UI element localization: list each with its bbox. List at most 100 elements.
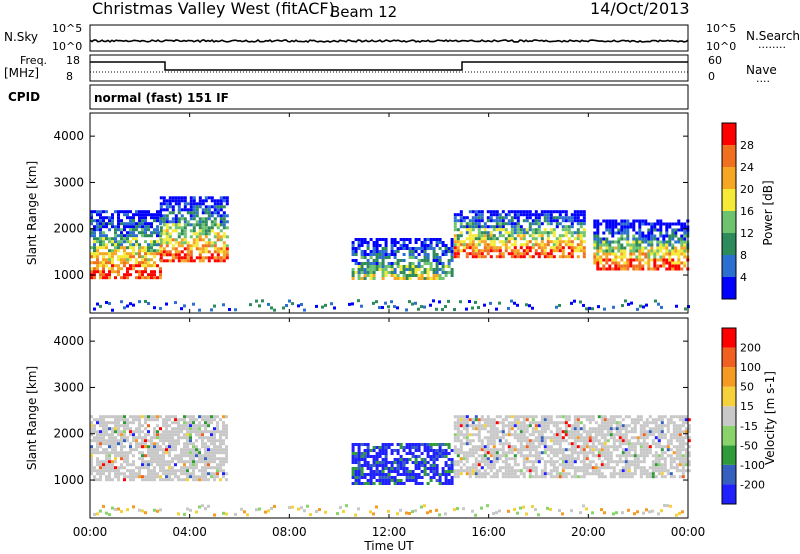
echo-cell <box>650 225 654 229</box>
echo-cell <box>594 466 598 470</box>
echo-cell <box>456 255 460 259</box>
echo-cell <box>165 460 168 464</box>
echo-cell <box>165 235 169 239</box>
echo-cell <box>534 424 538 428</box>
echo-cell <box>462 219 466 223</box>
echo-cell <box>558 216 562 220</box>
echo-cell <box>680 234 684 238</box>
echo-cell <box>213 232 217 236</box>
echo-cell <box>650 252 654 256</box>
echo-cell <box>114 451 117 455</box>
echo-cell <box>501 225 505 229</box>
echo-cell <box>662 246 666 250</box>
echo-cell <box>531 243 535 247</box>
echo-cell <box>468 234 472 238</box>
echo-cell <box>621 424 625 428</box>
echo-cell <box>168 196 172 200</box>
echo-cell <box>561 249 565 253</box>
power-colorbar-label: Power [dB] <box>761 180 775 245</box>
echo-cell <box>645 430 649 434</box>
echo-cell <box>513 418 517 422</box>
echo-cell <box>225 451 228 455</box>
echo-cell <box>561 240 565 244</box>
echo-cell <box>156 424 159 428</box>
echo-cell <box>543 246 547 250</box>
echo-cell <box>369 274 373 277</box>
echo-cell <box>555 454 559 458</box>
echo-cell <box>102 246 105 250</box>
echo-cell <box>117 469 120 473</box>
echo-cell <box>210 454 213 458</box>
echo-cell <box>219 439 222 443</box>
echo-cell <box>123 421 126 425</box>
noise-cell <box>459 300 462 304</box>
echo-cell <box>468 243 472 247</box>
echo-cell <box>552 448 556 452</box>
echo-cell <box>393 274 397 277</box>
echo-cell <box>656 222 660 226</box>
echo-cell <box>597 442 601 446</box>
noise-cell <box>267 302 270 306</box>
echo-cell <box>201 208 205 212</box>
echo-cell <box>141 270 144 274</box>
noise-cell <box>399 508 402 512</box>
noise-cell <box>495 511 498 515</box>
echo-cell <box>486 445 490 449</box>
echo-cell <box>222 451 225 455</box>
echo-cell <box>492 430 496 434</box>
echo-cell <box>165 439 168 443</box>
echo-cell <box>366 271 370 274</box>
beam-label: Beam 12 <box>330 3 397 21</box>
freq-tick-bottom: 8 <box>66 70 73 83</box>
echo-cell <box>525 424 529 428</box>
echo-cell <box>537 252 541 256</box>
echo-cell <box>156 252 159 256</box>
echo-cell <box>660 421 664 425</box>
echo-cell <box>507 433 511 437</box>
echo-cell <box>426 256 430 259</box>
echo-cell <box>90 433 93 437</box>
echo-cell <box>174 238 178 242</box>
echo-cell <box>393 262 397 265</box>
echo-cell <box>354 479 358 482</box>
echo-cell <box>417 473 421 476</box>
echo-cell <box>513 249 517 253</box>
echo-cell <box>201 457 204 461</box>
echo-cell <box>620 249 624 253</box>
echo-cell <box>114 270 117 274</box>
echo-cell <box>665 246 669 250</box>
echo-cell <box>555 472 559 476</box>
echo-cell <box>159 229 163 233</box>
noise-cell <box>141 509 144 513</box>
echo-cell <box>207 250 211 254</box>
echo-cell <box>474 469 478 473</box>
echo-cell <box>210 472 213 476</box>
echo-cell <box>492 427 496 431</box>
echo-cell <box>369 256 373 259</box>
echo-cell <box>570 430 574 434</box>
echo-cell <box>96 418 99 422</box>
echo-cell <box>159 273 162 277</box>
echo-cell <box>219 235 223 239</box>
echo-cell <box>669 475 673 479</box>
echo-cell <box>501 433 505 437</box>
echo-cell <box>687 439 691 443</box>
echo-cell <box>144 433 147 437</box>
echo-cell <box>522 231 526 235</box>
echo-cell <box>552 246 556 250</box>
echo-cell <box>606 460 610 464</box>
echo-cell <box>606 424 610 428</box>
echo-cell <box>369 262 373 265</box>
echo-cell <box>207 217 211 221</box>
echo-cell <box>669 439 673 443</box>
echo-cell <box>222 448 225 452</box>
echo-cell <box>653 234 657 238</box>
echo-cell <box>381 274 385 277</box>
echo-cell <box>168 436 171 440</box>
echo-cell <box>219 445 222 449</box>
echo-cell <box>620 231 624 235</box>
echo-cell <box>135 261 138 265</box>
echo-cell <box>132 246 135 250</box>
echo-cell <box>174 253 178 257</box>
echo-cell <box>498 457 502 461</box>
